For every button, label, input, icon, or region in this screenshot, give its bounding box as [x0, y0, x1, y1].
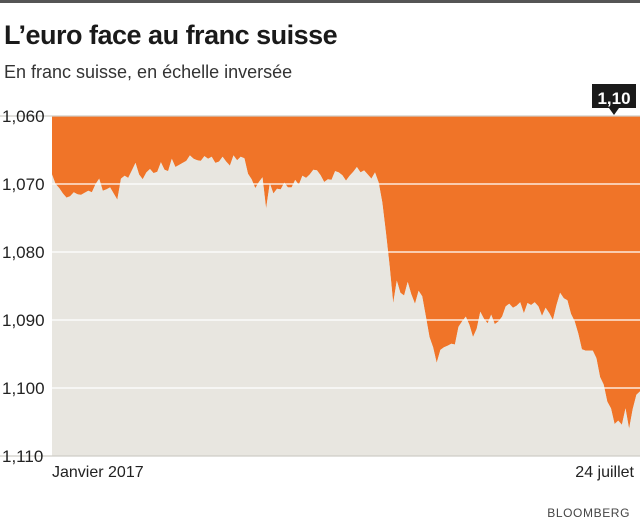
last-value-label: 1,10 — [597, 89, 630, 108]
last-value-badge-bg — [592, 84, 636, 115]
below-line-area — [52, 155, 640, 456]
orange-area — [52, 116, 640, 429]
y-tick-label: 1,060 — [2, 107, 45, 126]
y-tick-label: 1,070 — [2, 175, 45, 194]
y-tick-label: 1,080 — [2, 243, 45, 262]
y-tick-label: 1,100 — [2, 379, 45, 398]
y-tick-labels: 1,060 1,070 1,080 1,090 1,100 1,110 — [2, 107, 45, 466]
last-value-badge: 1,10 — [592, 84, 636, 115]
chart-title: L’euro face au franc suisse — [4, 20, 338, 50]
chart-subtitle: En franc suisse, en échelle inversée — [4, 62, 293, 82]
x-label-end: 24 juillet — [575, 464, 634, 481]
top-rule — [0, 0, 640, 3]
y-tick-label: 1,090 — [2, 311, 45, 330]
x-label-start: Janvier 2017 — [52, 464, 144, 481]
y-tick-label: 1,110 — [2, 447, 43, 466]
x-axis-labels: Janvier 2017 24 juillet — [52, 464, 635, 481]
grid-lines — [0, 115, 640, 457]
source-credit: BLOOMBERG — [547, 506, 630, 520]
